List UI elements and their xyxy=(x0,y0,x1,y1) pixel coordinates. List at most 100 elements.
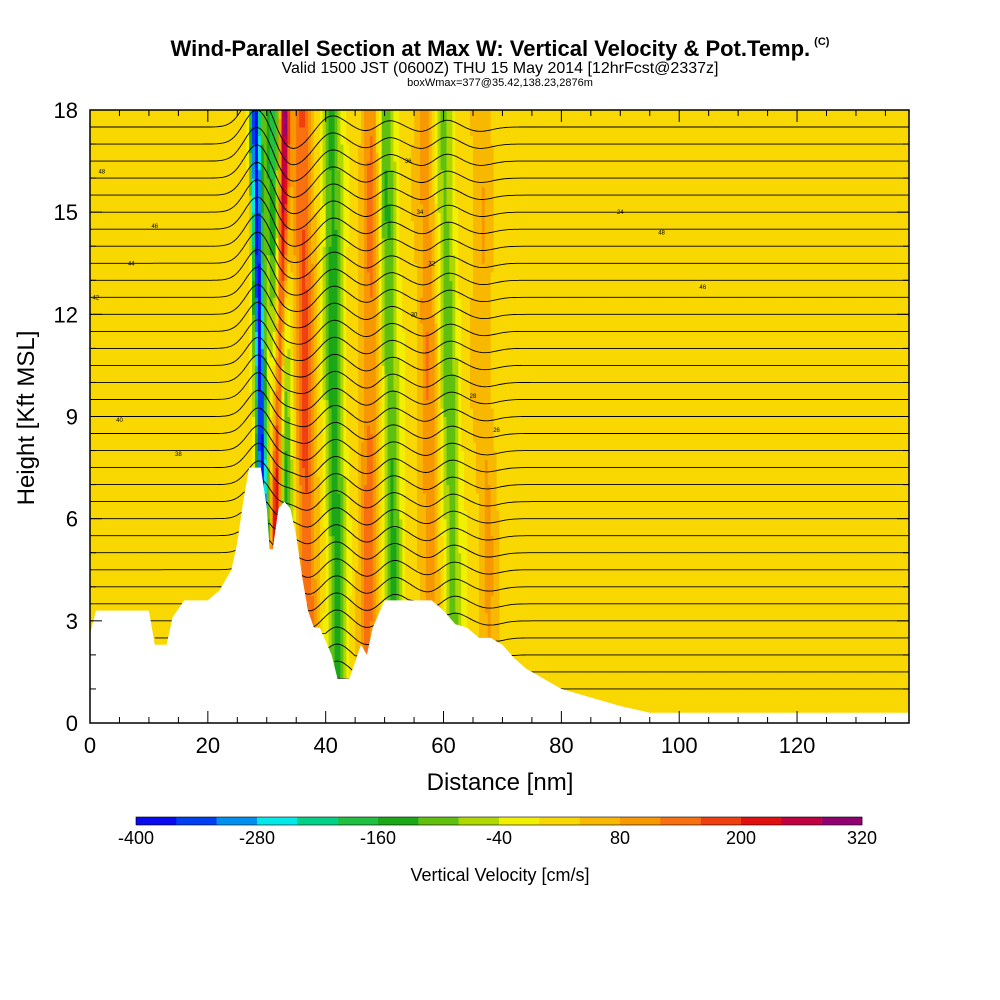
velocity-cell xyxy=(122,186,126,196)
velocity-cell xyxy=(157,118,162,128)
velocity-cell xyxy=(207,297,212,307)
velocity-cell xyxy=(119,271,123,281)
velocity-cell xyxy=(243,331,247,341)
velocity-cell xyxy=(157,365,162,375)
velocity-cell xyxy=(163,433,168,443)
velocity-cell xyxy=(210,212,215,222)
velocity-cell xyxy=(169,271,173,281)
velocity-cell xyxy=(196,110,200,120)
velocity-cell xyxy=(219,552,224,562)
velocity-cell xyxy=(216,288,221,298)
velocity-cell xyxy=(207,144,212,154)
velocity-cell xyxy=(243,195,247,205)
velocity-cell xyxy=(181,450,185,460)
velocity-cell xyxy=(272,127,277,137)
velocity-cell xyxy=(148,161,153,171)
velocity-cell xyxy=(166,288,171,298)
velocity-cell xyxy=(151,416,156,426)
velocity-cell xyxy=(201,118,206,128)
velocity-cell xyxy=(196,365,200,375)
velocity-cell xyxy=(184,501,188,511)
velocity-cell xyxy=(255,356,259,366)
velocity-cell xyxy=(187,373,191,383)
velocity-cell xyxy=(290,365,294,375)
velocity-cell xyxy=(178,348,182,358)
velocity-cell xyxy=(113,442,118,452)
velocity-cell xyxy=(154,493,159,503)
velocity-cell xyxy=(110,280,115,290)
velocity-cell xyxy=(113,237,118,247)
velocity-cell xyxy=(140,152,144,162)
velocity-cell xyxy=(101,552,106,562)
velocity-cell xyxy=(257,118,262,128)
velocity-cell xyxy=(199,229,203,239)
velocity-cell xyxy=(275,467,280,477)
velocity-cell xyxy=(160,476,165,486)
velocity-cell xyxy=(122,161,126,171)
velocity-cell xyxy=(122,578,126,588)
velocity-cell xyxy=(175,322,179,332)
velocity-cell xyxy=(154,305,159,315)
velocity-cell xyxy=(269,493,274,503)
velocity-cell xyxy=(284,391,288,401)
velocity-cell xyxy=(219,391,224,401)
velocity-cell xyxy=(275,356,280,366)
velocity-cell xyxy=(104,229,109,239)
velocity-cell xyxy=(207,356,212,366)
velocity-cell xyxy=(201,552,206,562)
velocity-cell xyxy=(101,408,106,418)
velocity-cell xyxy=(255,237,259,247)
velocity-cell xyxy=(272,110,277,120)
velocity-cell xyxy=(184,152,188,162)
velocity-cell xyxy=(113,314,118,324)
velocity-cell xyxy=(163,373,168,383)
velocity-cell xyxy=(119,212,123,222)
velocity-cell xyxy=(134,476,138,486)
velocity-cell xyxy=(190,135,194,145)
velocity-cell xyxy=(125,322,129,332)
velocity-cell xyxy=(151,161,156,171)
velocity-cell xyxy=(204,510,209,520)
velocity-cell xyxy=(260,322,265,332)
velocity-cell xyxy=(213,348,218,358)
velocity-cell xyxy=(134,203,138,213)
velocity-cell xyxy=(272,450,277,460)
velocity-cell xyxy=(104,314,109,324)
velocity-cell xyxy=(131,322,135,332)
velocity-cell xyxy=(116,135,120,145)
velocity-cell xyxy=(104,288,109,298)
velocity-cell xyxy=(90,246,94,256)
velocity-cell xyxy=(110,110,115,120)
velocity-cell xyxy=(122,220,126,230)
velocity-cell xyxy=(237,118,241,128)
velocity-cell xyxy=(157,552,162,562)
velocity-cell xyxy=(98,416,103,426)
velocity-cell xyxy=(184,450,188,460)
velocity-cell xyxy=(104,195,109,205)
velocity-cell xyxy=(140,603,144,613)
velocity-cell xyxy=(281,339,285,349)
velocity-cell xyxy=(137,144,141,154)
velocity-cell xyxy=(125,161,129,171)
velocity-cell xyxy=(181,195,185,205)
velocity-cell xyxy=(210,254,215,264)
velocity-cell xyxy=(107,297,112,307)
velocity-cell xyxy=(231,237,235,247)
velocity-cell xyxy=(225,391,229,401)
velocity-cell xyxy=(148,288,153,298)
velocity-cell xyxy=(178,246,182,256)
velocity-cell xyxy=(131,578,135,588)
velocity-cell xyxy=(255,152,259,162)
velocity-cell xyxy=(104,467,109,477)
velocity-cell xyxy=(196,161,200,171)
velocity-cell xyxy=(249,152,253,162)
velocity-cell xyxy=(222,399,227,409)
velocity-cell xyxy=(137,476,141,486)
velocity-cell xyxy=(237,433,241,443)
velocity-cell xyxy=(257,169,262,179)
velocity-cell xyxy=(219,229,224,239)
velocity-cell xyxy=(163,552,168,562)
velocity-cell xyxy=(281,229,285,239)
velocity-cell xyxy=(222,416,227,426)
velocity-cell xyxy=(90,331,94,341)
